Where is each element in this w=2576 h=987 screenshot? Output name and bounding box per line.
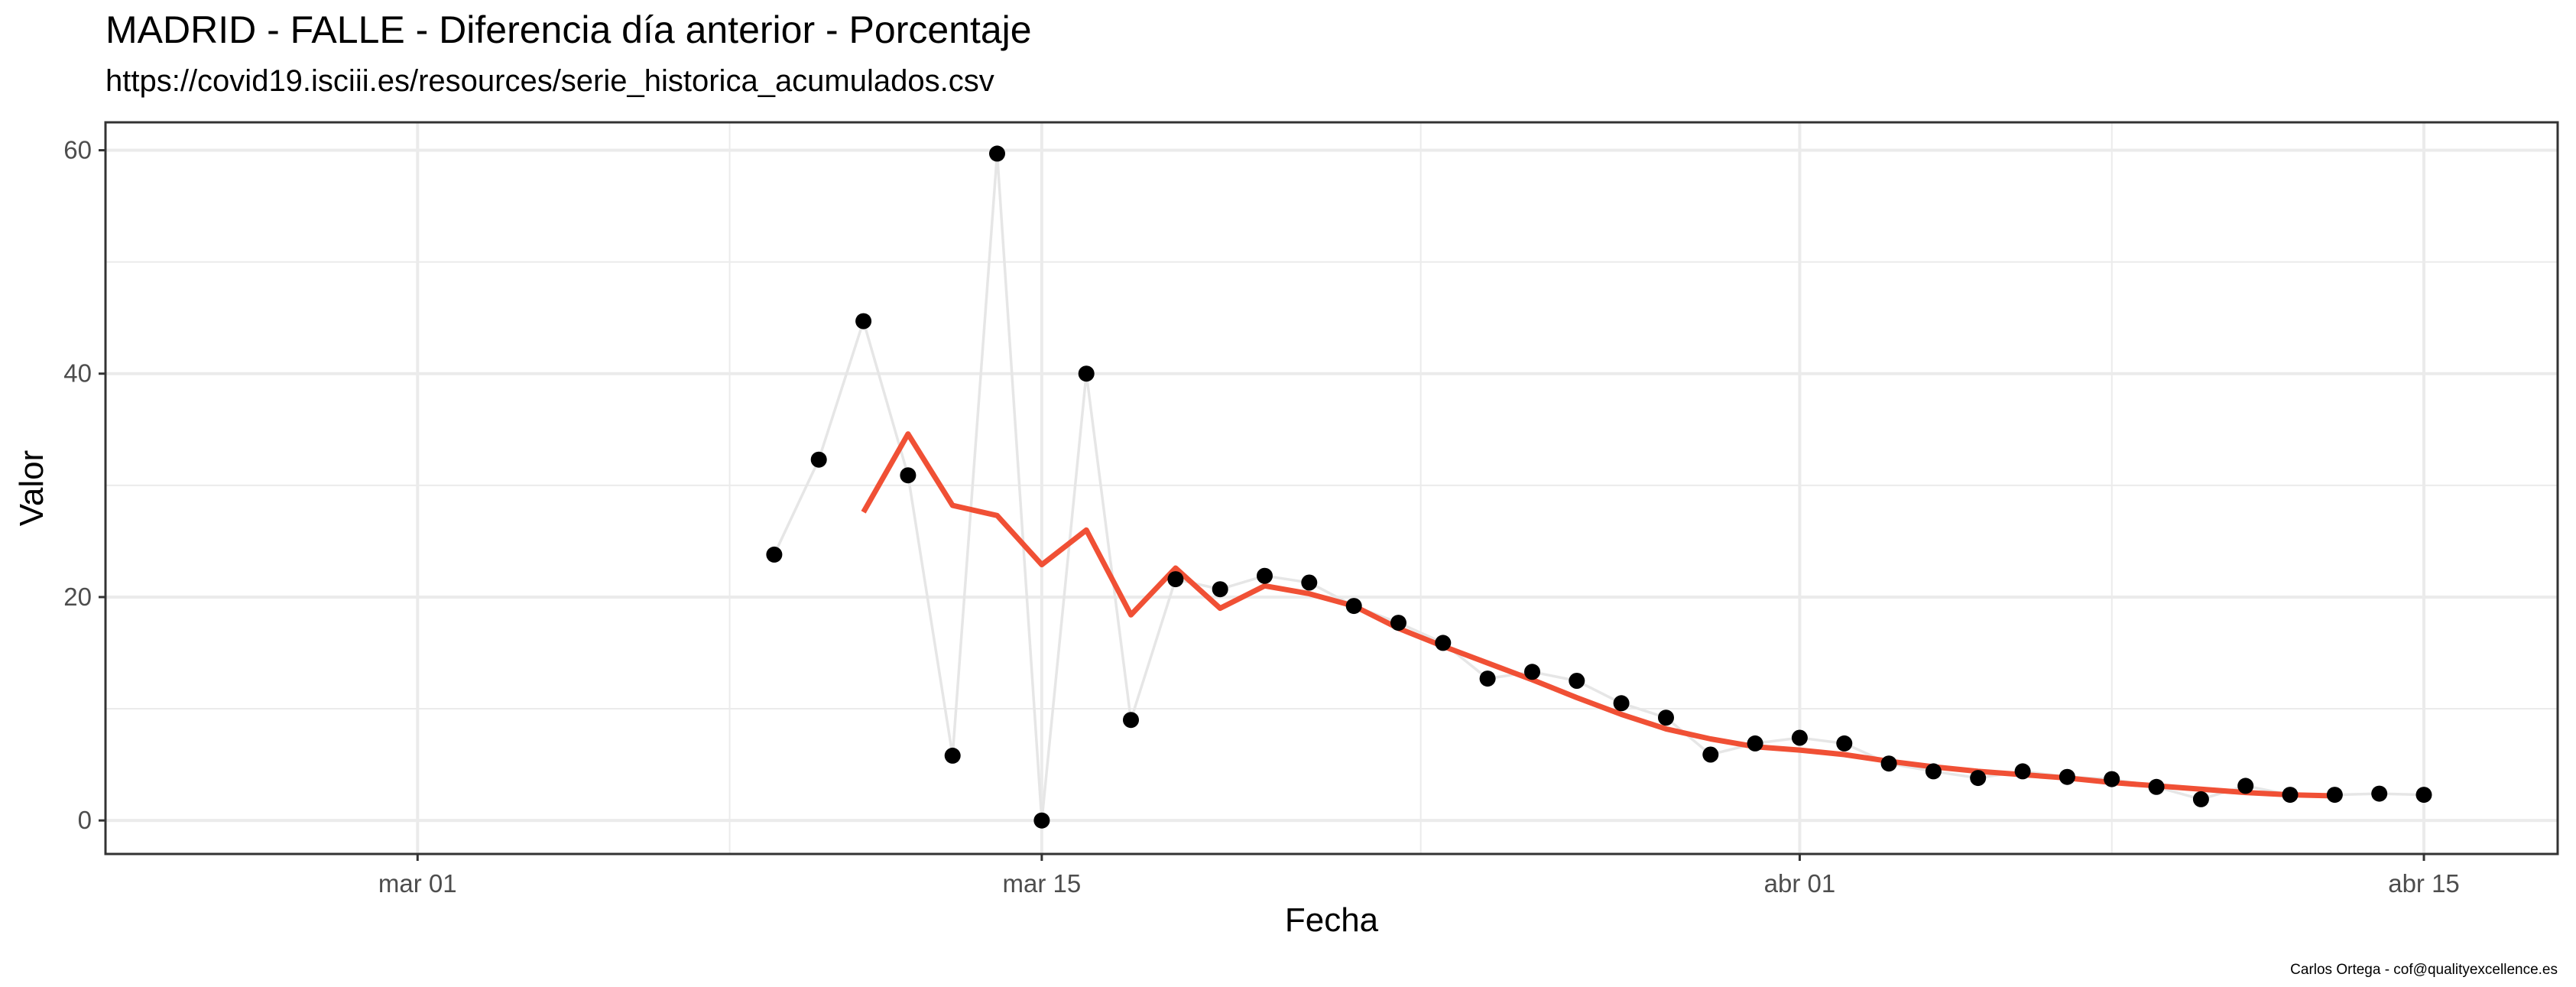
chart-caption: Carlos Ortega - cof@qualityexcellence.es <box>2290 962 2558 978</box>
plot-border <box>104 121 2559 856</box>
data-point <box>1836 735 1853 752</box>
data-point <box>1925 763 1942 780</box>
data-point <box>944 747 961 764</box>
data-point <box>2282 787 2299 804</box>
data-point <box>810 451 827 468</box>
data-point <box>1747 735 1763 752</box>
data-point <box>1524 664 1540 680</box>
data-point <box>766 546 783 563</box>
data-point <box>1078 365 1095 382</box>
data-point <box>2415 787 2432 804</box>
data-point <box>1301 574 1318 591</box>
data-point <box>1257 567 1273 584</box>
data-point <box>2237 778 2254 794</box>
data-point <box>1880 755 1897 772</box>
data-point <box>2148 778 2165 795</box>
data-point <box>1702 746 1719 763</box>
data-point <box>1435 635 1452 651</box>
data-point <box>1123 712 1139 729</box>
y-tick-label: 40 <box>63 359 92 388</box>
data-point <box>1569 673 1585 689</box>
data-point <box>1033 812 1050 829</box>
data-point <box>989 145 1005 162</box>
smoothed-series-line <box>861 431 2335 799</box>
data-point <box>2192 791 2209 807</box>
data-point <box>2371 785 2388 802</box>
data-point <box>1167 571 1184 588</box>
data-point <box>1970 770 1987 787</box>
x-tick-label: abr 15 <box>2388 869 2460 898</box>
data-point <box>1658 709 1674 726</box>
plot-panel <box>105 122 2558 854</box>
data-point <box>2014 763 2031 780</box>
x-tick-label: mar 01 <box>378 869 457 898</box>
data-point <box>1345 598 1362 615</box>
x-tick-label: mar 15 <box>1003 869 1082 898</box>
data-point <box>1791 729 1808 746</box>
data-point <box>1212 581 1228 598</box>
data-point <box>1479 670 1496 687</box>
data-point <box>2059 768 2075 785</box>
y-tick-label: 0 <box>78 806 92 834</box>
y-tick-label: 60 <box>63 136 92 164</box>
x-tick-label: abr 01 <box>1764 869 1836 898</box>
data-point <box>1613 695 1630 712</box>
chart-subtitle: https://covid19.isciii.es/resources/seri… <box>105 64 994 98</box>
chart-title: MADRID - FALLE - Diferencia día anterior… <box>105 8 1032 51</box>
data-point <box>2326 787 2343 804</box>
y-axis-title: Valor <box>13 450 50 526</box>
x-axis-title: Fecha <box>1285 901 1379 939</box>
data-point <box>2104 771 2120 787</box>
data-point <box>1390 615 1406 631</box>
y-tick-label: 20 <box>63 583 92 611</box>
data-point <box>855 313 872 330</box>
data-point <box>900 467 917 484</box>
